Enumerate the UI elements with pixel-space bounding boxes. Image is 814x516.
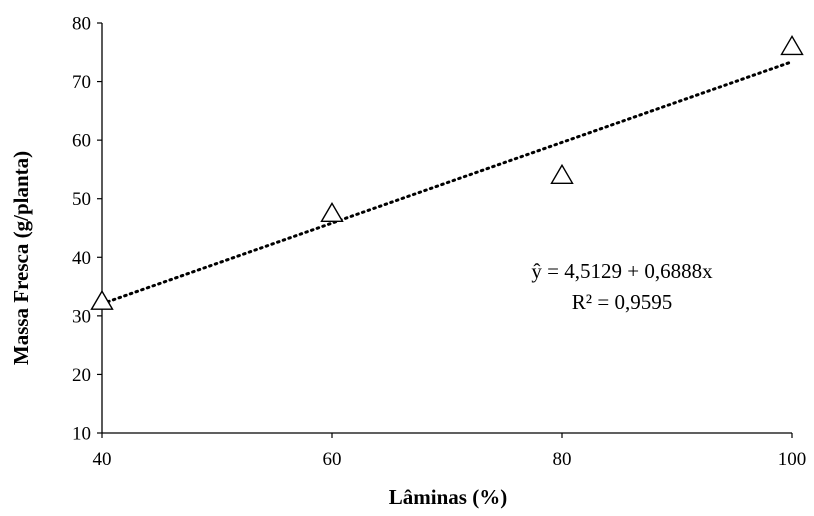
data-point-triangle — [550, 163, 574, 184]
y-tick-label: 50 — [72, 189, 91, 210]
x-axis-ticks: 40 60 80 100 — [93, 433, 807, 470]
data-point-triangle — [320, 201, 344, 223]
y-tick-label: 80 — [72, 14, 91, 35]
axes — [101, 23, 792, 434]
y-tick-label: 30 — [72, 306, 91, 327]
y-tick-label: 40 — [72, 248, 91, 269]
trendline-layer — [100, 60, 794, 306]
y-tick-label: 20 — [72, 365, 91, 386]
trendline — [100, 60, 794, 306]
x-tick-label: 60 — [323, 449, 342, 470]
x-tick-label: 80 — [553, 449, 572, 470]
y-tick-label: 70 — [72, 72, 91, 93]
x-tick-label: 100 — [778, 449, 807, 470]
x-tick-label: 40 — [93, 449, 112, 470]
r-squared-label: R² = 0,9595 — [572, 290, 672, 314]
data-point-triangle — [780, 35, 804, 56]
y-tick-label: 60 — [72, 131, 91, 152]
y-tick-label: 10 — [72, 424, 91, 445]
data-point-triangle — [90, 289, 114, 310]
y-axis-ticks: 10 20 30 40 50 60 70 80 — [72, 14, 102, 445]
data-points — [90, 35, 804, 310]
regression-equation: ŷ = 4,5129 + 0,6888x — [531, 259, 713, 283]
y-axis-title: Massa Fresca (g/planta) — [9, 151, 33, 365]
x-axis-title: Lâminas (%) — [389, 485, 507, 509]
